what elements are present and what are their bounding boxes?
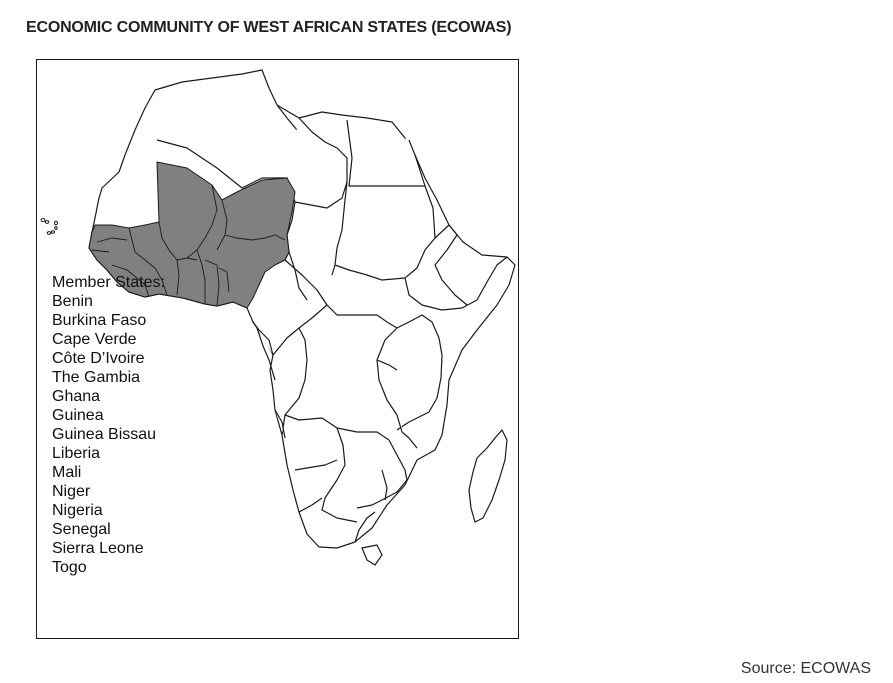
- member-item: Sierra Leone: [52, 540, 144, 557]
- member-item: Liberia: [52, 445, 101, 462]
- member-item: The Gambia: [52, 369, 141, 386]
- member-item: Nigeria: [52, 502, 103, 519]
- member-item: Niger: [52, 483, 91, 500]
- member-item: Burkina Faso: [52, 312, 147, 329]
- ecowas-internal-borders: [91, 184, 286, 307]
- cape-verde-islands: [40, 218, 58, 235]
- map-frame: [36, 59, 519, 639]
- member-states-legend: Member States: Benin Burkina Faso Cape V…: [52, 273, 165, 577]
- source-note: Source: ECOWAS: [740, 660, 871, 677]
- member-item: Guinea Bissau: [52, 426, 157, 443]
- member-item: Mali: [52, 464, 82, 481]
- member-item: Benin: [52, 293, 93, 310]
- member-item: Côte D’Ivoire: [52, 350, 145, 367]
- member-item: Guinea: [52, 407, 104, 424]
- legend-heading: Member States:: [52, 274, 165, 291]
- member-item: Ghana: [52, 388, 101, 405]
- page-title: ECONOMIC COMMUNITY OF WEST AFRICAN STATE…: [26, 19, 512, 36]
- member-item: Senegal: [52, 521, 111, 538]
- member-item: Cape Verde: [52, 331, 137, 348]
- member-list: Benin Burkina Faso Cape Verde Côte D’Ivo…: [52, 292, 165, 577]
- africa-map: [40, 69, 516, 566]
- ecowas-member-region: [88, 161, 296, 309]
- madagascar-island: [468, 429, 508, 523]
- member-item: Togo: [52, 559, 87, 576]
